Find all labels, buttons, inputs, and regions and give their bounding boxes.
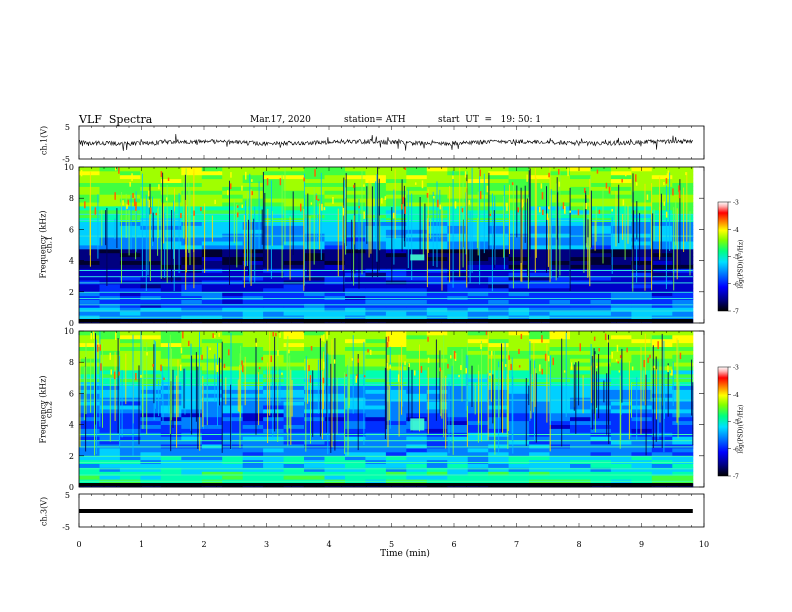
y-tick-label: 2	[69, 288, 74, 297]
ch2-colorbar	[717, 366, 729, 477]
ch1-spectrogram	[79, 167, 694, 324]
ch1-colorbar	[717, 201, 729, 312]
ch3-waveform	[79, 509, 693, 513]
x-tick-label: 2	[201, 540, 206, 549]
colorbar-tick-label: -4	[733, 227, 739, 234]
y-tick-label: 0	[69, 483, 74, 492]
colorbar-tick-label: -3	[733, 200, 739, 207]
x-tick-label: 4	[326, 540, 331, 549]
colorbar-ticks: -3 -4 -5 -6 -7 -3 -4 -5 -6 -7	[728, 200, 739, 481]
colorbar-tick-label: -6	[733, 281, 739, 288]
y-tick-label: 2	[69, 452, 74, 461]
y-tick-label: 5	[65, 491, 70, 500]
y-tick-label: 8	[69, 194, 74, 203]
ch2-spectrogram	[79, 331, 694, 488]
chart-title: VLF Spectra	[79, 113, 153, 126]
date-label: Mar.17, 2020	[250, 115, 311, 125]
y-tick-label: 5	[65, 123, 70, 132]
x-axis-label: Time (min)	[380, 549, 430, 559]
x-tick-label: 8	[576, 540, 581, 549]
y-tick-label: 10	[64, 163, 74, 172]
x-tick-label: 10	[699, 540, 709, 549]
colorbar-tick-label: -7	[733, 474, 739, 481]
y-tick-label: 8	[69, 358, 74, 367]
y-tick-label: 6	[69, 225, 74, 234]
ch1-waveform-line	[78, 133, 694, 151]
y-tick-label: 0	[69, 319, 74, 328]
start-time-label: start UT = 19: 50: 1	[438, 115, 542, 125]
station-label: station= ATH	[344, 115, 406, 125]
x-tick-label: 5	[389, 540, 394, 549]
y-tick-label: 4	[69, 257, 74, 266]
ch1-waveform	[78, 133, 694, 151]
colorbar-tick-label: -5	[733, 254, 739, 261]
y-tick-label: 10	[64, 327, 74, 336]
y-tick-label: -5	[62, 523, 70, 532]
colorbar-tick-label: -5	[733, 419, 739, 426]
x-tick-label: 6	[451, 540, 456, 549]
y-tick-label: 6	[69, 389, 74, 398]
colorbar-tick-label: -4	[733, 392, 739, 399]
colorbar-tick-label: -7	[733, 309, 739, 316]
y-tick-label: -5	[62, 155, 70, 164]
y-tick-label: 4	[69, 421, 74, 430]
x-tick-label: 7	[514, 540, 519, 549]
ch1-colorbar-label: log(PSD)(V²/Hz)	[737, 239, 745, 289]
colorbar-tick-label: -6	[733, 446, 739, 453]
colorbar-tick-label: -3	[733, 365, 739, 372]
x-tick-label: 0	[76, 540, 81, 549]
ch2-colorbar-label: log(PSD)(V²/Hz)	[737, 404, 745, 454]
x-tick-label: 1	[139, 540, 144, 549]
ch3-waveform-line	[79, 509, 693, 513]
x-tick-label: 9	[639, 540, 644, 549]
x-tick-label: 3	[264, 540, 269, 549]
